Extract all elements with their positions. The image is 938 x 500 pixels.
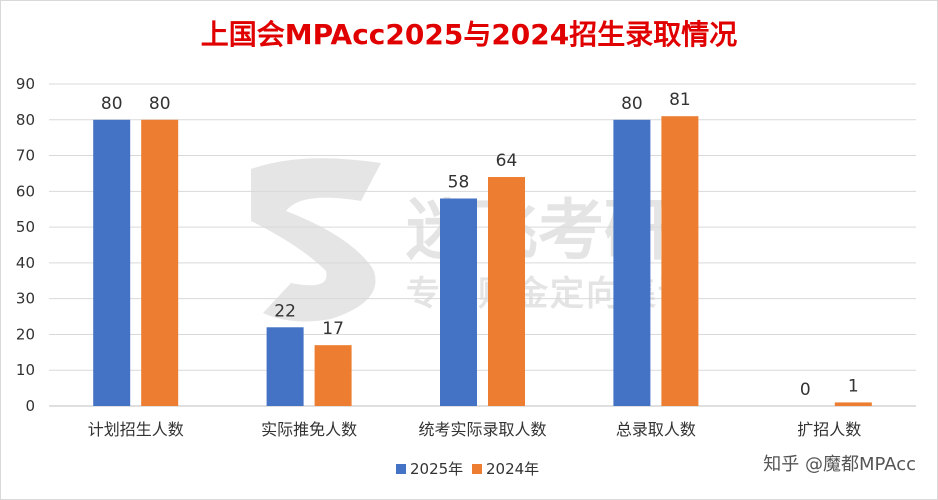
data-label: 58 xyxy=(448,172,470,192)
y-tick-label: 70 xyxy=(16,147,35,165)
y-tick-label: 60 xyxy=(16,182,35,200)
y-tick-label: 20 xyxy=(16,325,35,343)
y-tick-label: 10 xyxy=(16,361,35,379)
x-category-label: 扩招人数 xyxy=(797,420,861,439)
y-tick-label: 30 xyxy=(16,290,35,308)
bar xyxy=(141,119,179,407)
bars xyxy=(93,116,872,407)
legend: 2025年 2024年 xyxy=(396,460,539,478)
chart-title: 上国会MPAcc2025与2024招生录取情况 xyxy=(200,18,738,51)
gridlines xyxy=(49,83,916,407)
x-category-label: 总录取人数 xyxy=(616,420,696,439)
bar xyxy=(266,327,304,406)
legend-swatch xyxy=(472,464,482,474)
data-label: 80 xyxy=(101,94,123,114)
bar xyxy=(613,119,651,407)
data-label: 22 xyxy=(274,301,296,321)
credit-text: 知乎 @魔都MPAcc xyxy=(763,454,916,475)
bar xyxy=(488,177,525,406)
y-tick-label: 40 xyxy=(16,254,35,272)
x-axis-categories: 计划招生人数 实际推免人数 统考实际录取人数 总录取人数 扩招人数 xyxy=(88,420,862,439)
data-label: 0 xyxy=(800,380,811,400)
bar xyxy=(93,119,131,407)
data-label: 81 xyxy=(669,90,691,110)
bar xyxy=(314,345,352,406)
y-tick-label: 50 xyxy=(16,218,35,236)
legend-swatch xyxy=(396,464,406,474)
y-tick-label: 90 xyxy=(16,75,35,93)
data-label: 64 xyxy=(496,151,518,171)
data-label: 17 xyxy=(322,319,344,339)
bar xyxy=(661,116,699,406)
watermark-logo-icon xyxy=(251,158,381,322)
data-label: 80 xyxy=(621,94,643,114)
data-label: 1 xyxy=(848,376,859,396)
legend-label: 2024年 xyxy=(486,460,539,478)
y-tick-label: 0 xyxy=(25,397,35,415)
y-axis-ticks: 0 10 20 30 40 50 60 70 80 90 xyxy=(16,75,35,415)
legend-label: 2025年 xyxy=(410,460,463,478)
bar xyxy=(834,402,872,406)
y-tick-label: 80 xyxy=(16,111,35,129)
data-labels: 80 80 22 17 58 64 80 81 0 1 xyxy=(101,90,859,400)
x-category-label: 统考实际录取人数 xyxy=(418,420,546,439)
x-category-label: 实际推免人数 xyxy=(261,420,357,439)
data-label: 80 xyxy=(149,94,171,114)
x-category-label: 计划招生人数 xyxy=(88,420,184,439)
bar xyxy=(440,198,477,406)
